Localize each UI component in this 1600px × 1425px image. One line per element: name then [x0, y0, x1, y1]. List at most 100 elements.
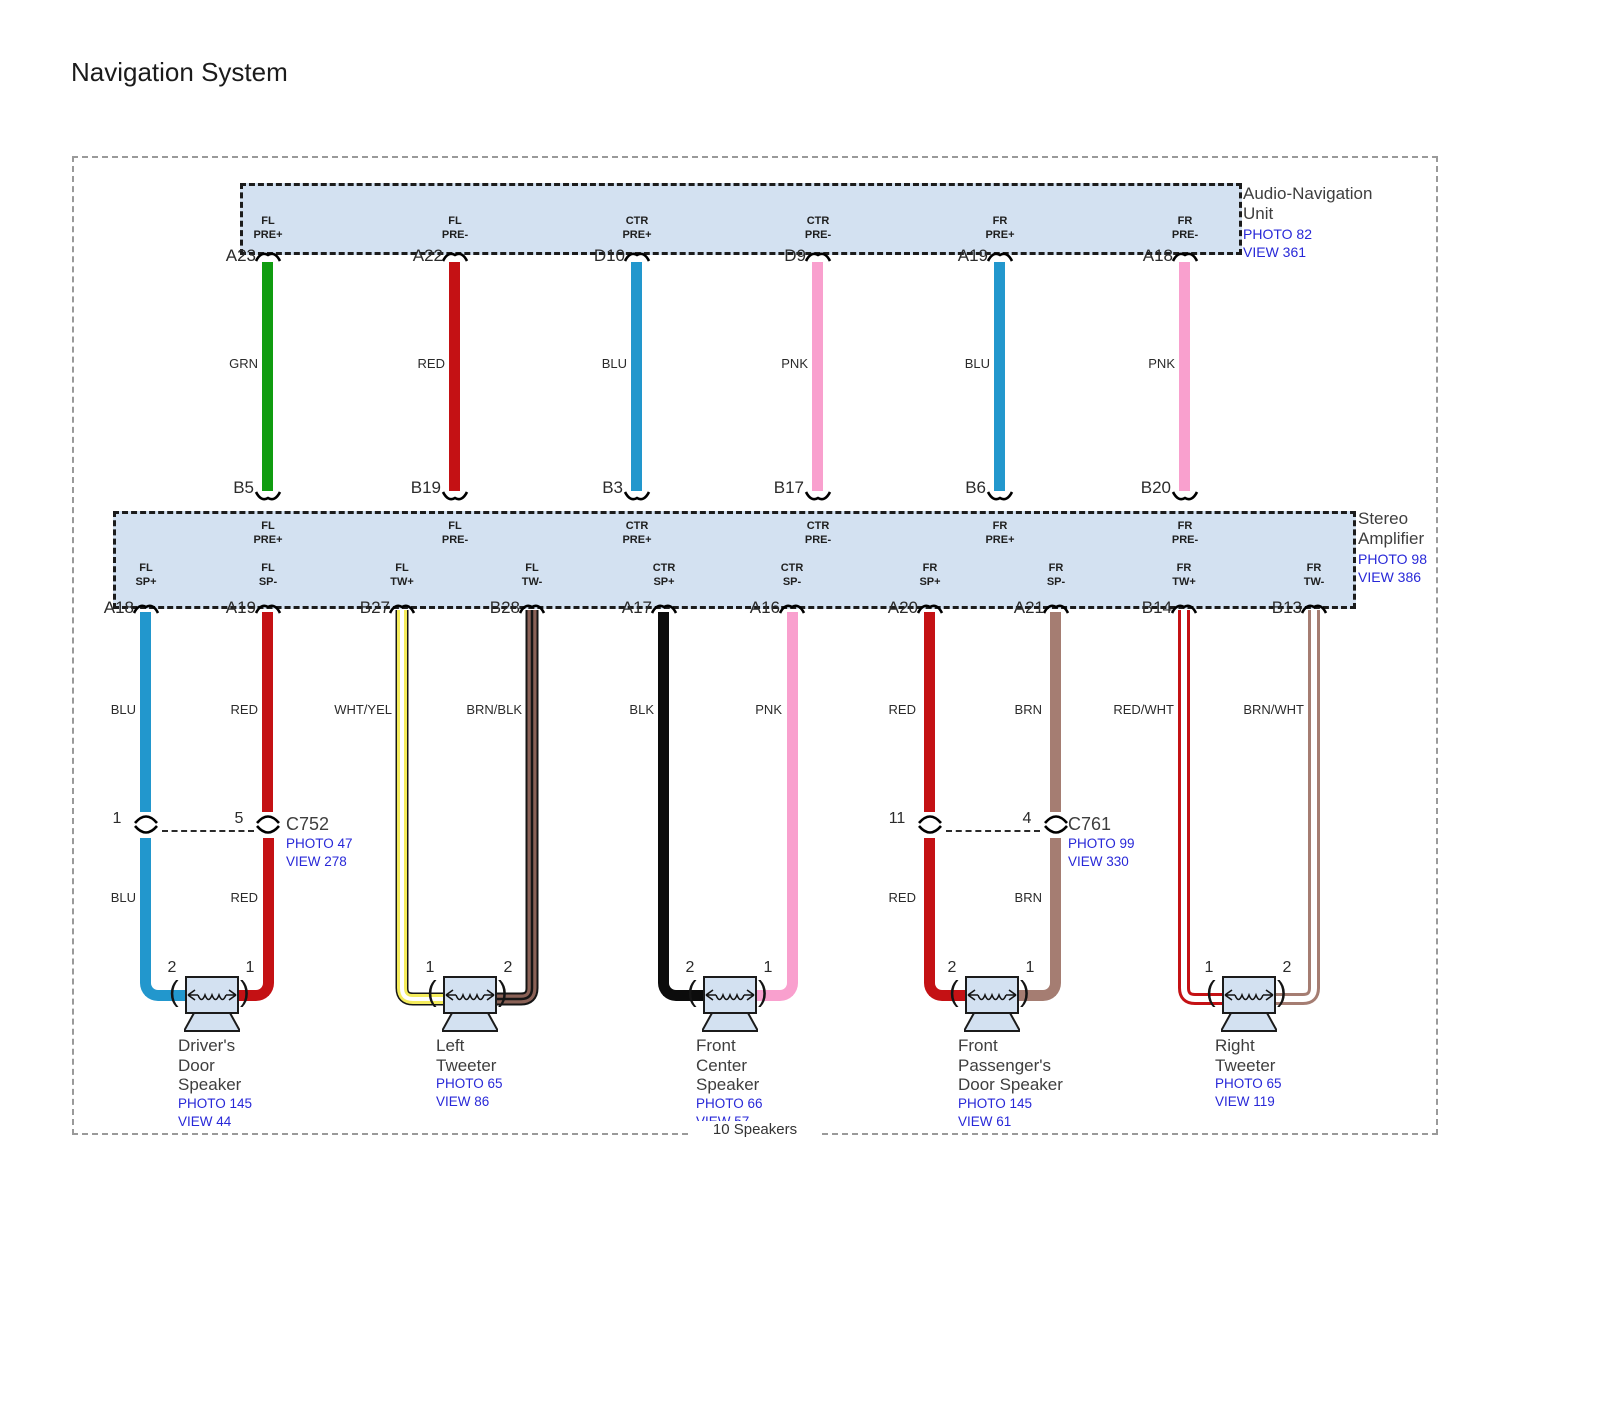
component-name: Audio-Navigation Unit — [1243, 184, 1373, 224]
connector-link-line — [946, 830, 1040, 832]
terminal-icon — [1042, 604, 1070, 614]
photo-link[interactable]: PHOTO 66 — [696, 1096, 763, 1112]
photo-link[interactable]: PHOTO 65 — [436, 1076, 503, 1092]
terminal-icon — [132, 604, 160, 614]
speaker-pin-number: 1 — [763, 959, 773, 976]
speaker-icon — [442, 976, 498, 1032]
terminal-paren: ( — [949, 976, 959, 1008]
wire-color-label: GRN — [229, 356, 258, 371]
pin-id: A18 — [103, 598, 134, 617]
wire-d10-b3 — [631, 262, 642, 491]
wire-a20-speaker-bend — [924, 838, 965, 1001]
audio-pin-label: CTR PRE+ — [622, 215, 652, 242]
terminal-paren: ) — [498, 976, 508, 1008]
view-link[interactable]: VIEW 330 — [1068, 853, 1129, 869]
connector-pin-number: 11 — [888, 810, 906, 827]
speaker-name: Driver's Door Speaker — [178, 1036, 242, 1095]
amp-pin-label: FL SP- — [258, 562, 278, 589]
connector-icon — [256, 825, 280, 834]
amp-pin-label: CTR SP+ — [652, 562, 676, 589]
wire-color-label: BLU — [601, 356, 627, 371]
speaker-label: Right Tweeter PHOTO 65 VIEW 119 — [1215, 1036, 1282, 1111]
wire-b13-tweeter — [1274, 610, 1320, 1005]
connector-name: C752 — [286, 814, 330, 834]
connector-icon — [1044, 815, 1068, 824]
wire-color-label: BLK — [629, 702, 654, 717]
speaker-name: Left Tweeter — [436, 1036, 497, 1075]
wire-color-label: PNK — [1148, 356, 1175, 371]
wire-a19-speaker — [262, 612, 273, 812]
view-link[interactable]: VIEW 61 — [958, 1113, 1012, 1129]
connector-icon — [918, 825, 942, 834]
speaker-icon — [184, 976, 240, 1032]
wire-color-label: PNK — [781, 356, 808, 371]
amp-pin-label: FR PRE+ — [985, 520, 1015, 547]
terminal-paren: ) — [1277, 976, 1287, 1008]
terminal-icon — [623, 252, 651, 262]
component-name: Stereo Amplifier — [1358, 509, 1425, 549]
view-link[interactable]: VIEW 119 — [1215, 1093, 1275, 1109]
view-link[interactable]: VIEW 44 — [178, 1113, 232, 1129]
terminal-icon — [441, 491, 469, 501]
connector-icon — [256, 815, 280, 824]
wire-a22-b19 — [449, 262, 460, 491]
photo-link[interactable]: PHOTO 145 — [178, 1096, 253, 1112]
wire-a18-speaker-bend — [140, 838, 185, 1001]
speaker-label: Front Center Speaker PHOTO 66 VIEW 57 — [696, 1036, 763, 1130]
pin-id: A19 — [225, 598, 256, 617]
amp-pin-label: FR SP+ — [919, 562, 941, 589]
audio-pin-label: FR PRE+ — [985, 215, 1015, 242]
amp-pin-label: FL PRE- — [441, 520, 469, 547]
wire-color-label: BRN — [1014, 702, 1042, 717]
wire-b14-tweeter — [1178, 610, 1222, 1005]
terminal-icon — [804, 252, 832, 262]
wire-color-label: PNK — [755, 702, 782, 717]
view-link[interactable]: VIEW 386 — [1358, 568, 1422, 585]
terminal-paren: ) — [758, 976, 768, 1008]
terminal-paren: ( — [427, 976, 437, 1008]
speaker-label: Left Tweeter PHOTO 65 VIEW 86 — [436, 1036, 503, 1111]
terminal-paren: ) — [1020, 976, 1030, 1008]
amp-pin-label: FL TW- — [521, 562, 543, 589]
wire-a21-speaker-bend — [1017, 838, 1061, 1001]
connector-icon — [134, 815, 158, 824]
terminal-icon — [804, 491, 832, 501]
wire-color-label: WHT/YEL — [334, 702, 392, 717]
pin-id: B27 — [359, 598, 390, 617]
photo-link[interactable]: PHOTO 99 — [1068, 836, 1135, 851]
audio-pin-label: FR PRE- — [1171, 215, 1199, 242]
terminal-icon — [1300, 604, 1328, 614]
amp-pin-label: FR TW- — [1303, 562, 1325, 589]
terminal-icon — [1171, 491, 1199, 501]
wire-a19-b6 — [994, 262, 1005, 491]
pin-id: A22 — [412, 246, 443, 265]
speaker-pin-number: 2 — [503, 959, 513, 976]
pin-id: B6 — [965, 478, 986, 497]
pin-id: B5 — [233, 478, 254, 497]
amp-pin-label: CTR PRE+ — [622, 520, 652, 547]
photo-link[interactable]: PHOTO 145 — [958, 1096, 1033, 1112]
stereo-amplifier-label: Stereo Amplifier PHOTO 98 VIEW 386 — [1358, 509, 1427, 586]
pin-id: B17 — [773, 478, 804, 497]
photo-link[interactable]: PHOTO 65 — [1215, 1076, 1282, 1092]
pin-id: D10 — [593, 246, 625, 265]
view-link[interactable]: VIEW 86 — [436, 1093, 490, 1109]
connector-pin-number: 5 — [234, 810, 244, 827]
connector-icon — [918, 815, 942, 824]
view-link[interactable]: VIEW 278 — [286, 853, 347, 869]
pin-id: B28 — [489, 598, 520, 617]
photo-link[interactable]: PHOTO 47 — [286, 836, 353, 851]
pin-id: A19 — [957, 246, 988, 265]
pin-id: A18 — [1142, 246, 1173, 265]
terminal-icon — [388, 604, 416, 614]
terminal-icon — [254, 252, 282, 262]
speaker-pin-number: 1 — [245, 959, 255, 976]
pin-id: D9 — [784, 246, 806, 265]
terminal-icon — [1170, 604, 1198, 614]
photo-link[interactable]: PHOTO 82 — [1243, 225, 1312, 242]
wire-a19-speaker-bend — [237, 838, 274, 1001]
view-link[interactable]: VIEW 361 — [1243, 243, 1307, 260]
connector-c752-label: C752 PHOTO 47 VIEW 278 — [286, 814, 353, 870]
photo-link[interactable]: PHOTO 98 — [1358, 550, 1427, 567]
